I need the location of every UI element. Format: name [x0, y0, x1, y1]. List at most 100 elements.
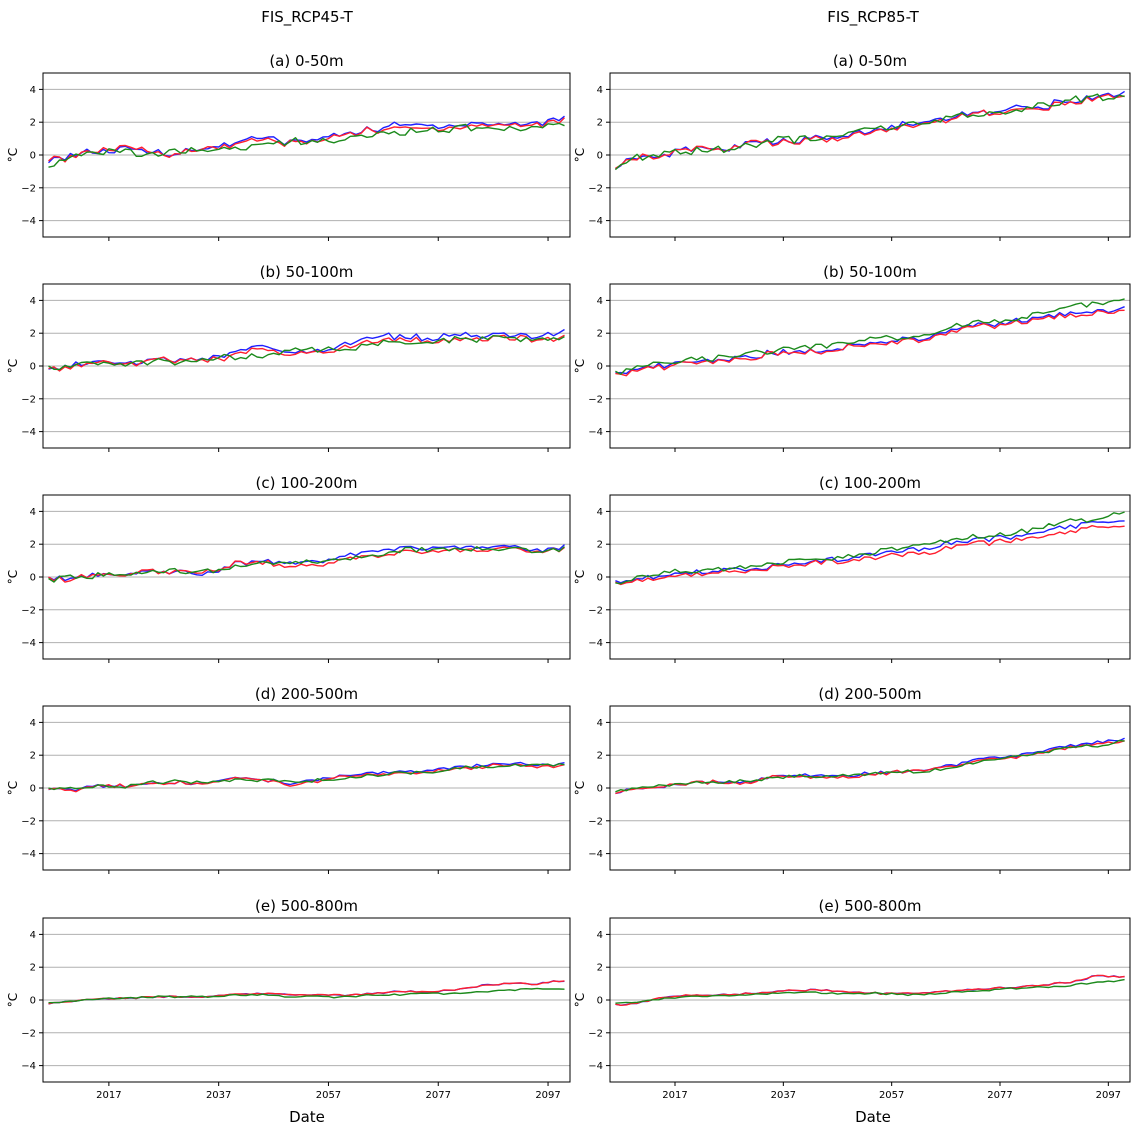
x-tick-label: 2077 — [426, 1090, 451, 1101]
panel-2: 4 2 0 −2 −4 °C (a) 0-50m — [573, 52, 1131, 241]
y-tick-label: 0 — [30, 362, 36, 373]
series-line-green — [48, 546, 565, 583]
series-line-green — [615, 298, 1125, 375]
y-axis-label: °C — [6, 781, 20, 795]
y-tick-label: 2 — [597, 118, 603, 129]
series-line-red — [615, 93, 1125, 169]
y-tick-label: 4 — [597, 718, 603, 729]
y-tick-label: −4 — [588, 1061, 603, 1072]
y-axis-label: °C — [573, 148, 587, 162]
panel-title: (a) 0-50m — [833, 52, 907, 70]
y-tick-label: 2 — [30, 329, 36, 340]
series-line-red — [615, 740, 1125, 795]
panel-1: 4 2 0 −2 −4 °C (a) 0-50m — [6, 52, 571, 241]
series-line-red — [48, 334, 565, 372]
y-tick-label: −2 — [21, 1028, 36, 1039]
plot-frame — [42, 494, 571, 660]
panel-7: 4 2 0 −2 −4 °C (d) 200-500m — [6, 685, 571, 874]
y-tick-label: −4 — [588, 427, 603, 438]
panel-title: (d) 200-500m — [255, 685, 358, 703]
series-line-blue — [615, 974, 1125, 1006]
x-tick-label: 2057 — [879, 1090, 904, 1101]
panel-title: (b) 50-100m — [260, 263, 354, 281]
y-axis-label: °C — [6, 148, 20, 162]
y-tick-label: 0 — [30, 151, 36, 162]
series-line-blue — [48, 115, 565, 164]
y-tick-label: 4 — [30, 930, 36, 941]
y-tick-label: 4 — [30, 85, 36, 96]
y-tick-label: 0 — [597, 362, 603, 373]
x-tick-label: 2017 — [662, 1090, 687, 1101]
panel-title: (e) 500-800m — [255, 897, 358, 915]
plot-frame — [42, 917, 571, 1083]
y-axis-label: °C — [6, 993, 20, 1007]
panel-title: (d) 200-500m — [818, 685, 921, 703]
series-line-blue — [615, 737, 1125, 795]
series-line-green — [48, 987, 565, 1004]
y-tick-label: 0 — [30, 573, 36, 584]
x-tick-label: 2037 — [771, 1090, 796, 1101]
y-tick-label: 4 — [30, 718, 36, 729]
y-tick-label: 0 — [597, 996, 603, 1007]
y-tick-label: 2 — [30, 751, 36, 762]
plot-frame — [609, 283, 1131, 449]
x-axis-label-left: Date — [289, 1108, 325, 1126]
y-axis-label: °C — [6, 359, 20, 373]
y-axis-label: °C — [573, 359, 587, 373]
column-title-rcp85: FIS_RCP85-T — [827, 8, 919, 27]
y-tick-label: 0 — [30, 784, 36, 795]
plot-frame — [42, 72, 571, 238]
x-tick-label: 2017 — [96, 1090, 121, 1101]
y-axis-label: °C — [573, 781, 587, 795]
panel-9: 4 2 0 −2 −4 2017 2037 2057 2077 2097 °C (e) 500-800… — [6, 897, 571, 1101]
plot-frame — [609, 494, 1131, 660]
y-tick-label: −4 — [588, 849, 603, 860]
x-tick-label: 2057 — [316, 1090, 341, 1101]
panel-10: 4 2 0 −2 −4 2017 2037 2057 2077 2097 °C (e) 500-800… — [573, 897, 1131, 1101]
y-axis-label: °C — [573, 993, 587, 1007]
y-tick-label: 2 — [597, 540, 603, 551]
panel-4: 4 2 0 −2 −4 °C (b) 50-100m — [573, 263, 1131, 452]
y-axis-label: °C — [573, 570, 587, 584]
y-tick-label: 4 — [30, 507, 36, 518]
y-tick-label: 2 — [597, 963, 603, 974]
y-tick-label: −2 — [21, 394, 36, 405]
series-line-green — [615, 978, 1125, 1004]
series-line-green — [48, 122, 565, 168]
plot-frame — [609, 917, 1131, 1083]
x-tick-label: 2097 — [535, 1090, 560, 1101]
y-tick-label: 2 — [30, 118, 36, 129]
x-axis-label-right: Date — [855, 1108, 891, 1126]
panel-title: (b) 50-100m — [823, 263, 917, 281]
y-tick-label: 0 — [597, 784, 603, 795]
y-tick-label: −2 — [588, 816, 603, 827]
plot-frame — [42, 705, 571, 871]
y-tick-label: 2 — [30, 963, 36, 974]
y-tick-label: −2 — [588, 1028, 603, 1039]
series-line-blue — [615, 520, 1125, 584]
y-tick-label: 2 — [30, 540, 36, 551]
y-tick-label: 2 — [597, 751, 603, 762]
series-line-blue — [615, 306, 1125, 375]
panel-title: (a) 0-50m — [269, 52, 343, 70]
y-tick-label: −4 — [588, 638, 603, 649]
y-tick-label: 4 — [597, 507, 603, 518]
y-tick-label: 0 — [597, 151, 603, 162]
series-line-red — [615, 525, 1125, 586]
y-tick-label: −4 — [21, 849, 36, 860]
series-line-blue — [615, 90, 1125, 170]
series-line-green — [615, 511, 1125, 585]
y-tick-label: −4 — [21, 216, 36, 227]
panel-title: (c) 100-200m — [819, 474, 921, 492]
y-tick-label: −2 — [21, 816, 36, 827]
series-line-red — [615, 309, 1125, 377]
x-tick-label: 2037 — [206, 1090, 231, 1101]
y-tick-label: 0 — [597, 573, 603, 584]
y-tick-label: 4 — [597, 930, 603, 941]
column-title-rcp45: FIS_RCP45-T — [261, 8, 353, 27]
panels: 4 2 0 −2 −4 °C (a) 0-50m 4 2 0 −2 −4 °C (a) 0-50m 4 2 0 −… — [6, 52, 1131, 1101]
y-tick-label: −2 — [588, 183, 603, 194]
series-line-red — [615, 974, 1125, 1006]
series-line-green — [615, 739, 1125, 793]
